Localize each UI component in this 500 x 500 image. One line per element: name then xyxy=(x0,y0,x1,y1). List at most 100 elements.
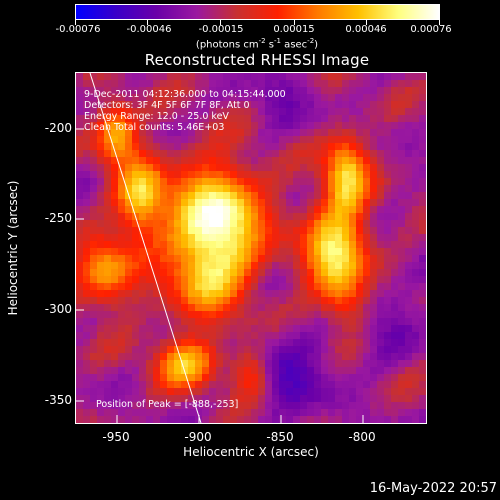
image-pixel xyxy=(300,332,307,339)
image-pixel xyxy=(307,199,314,206)
image-pixel xyxy=(132,255,139,262)
image-pixel xyxy=(356,262,363,269)
image-pixel xyxy=(167,150,174,157)
image-pixel xyxy=(167,360,174,367)
image-pixel xyxy=(384,164,391,171)
image-pixel xyxy=(398,283,405,290)
image-pixel xyxy=(272,262,279,269)
image-pixel xyxy=(363,164,370,171)
image-pixel xyxy=(370,353,377,360)
image-pixel xyxy=(265,94,272,101)
image-pixel xyxy=(405,388,412,395)
image-pixel xyxy=(76,227,83,234)
image-pixel xyxy=(244,381,251,388)
image-pixel xyxy=(419,416,426,423)
image-pixel xyxy=(314,213,321,220)
image-pixel xyxy=(377,192,384,199)
image-pixel xyxy=(104,353,111,360)
image-pixel xyxy=(230,367,237,374)
image-pixel xyxy=(328,255,335,262)
image-pixel xyxy=(300,409,307,416)
image-pixel xyxy=(237,269,244,276)
image-pixel xyxy=(405,101,412,108)
image-pixel xyxy=(377,332,384,339)
image-pixel xyxy=(307,262,314,269)
image-pixel xyxy=(125,262,132,269)
image-pixel xyxy=(118,318,125,325)
image-pixel xyxy=(342,311,349,318)
image-pixel xyxy=(279,108,286,115)
image-pixel xyxy=(181,220,188,227)
image-pixel xyxy=(272,101,279,108)
image-pixel xyxy=(111,143,118,150)
image-pixel xyxy=(342,192,349,199)
image-pixel xyxy=(391,94,398,101)
image-pixel xyxy=(251,276,258,283)
image-pixel xyxy=(237,108,244,115)
image-pixel xyxy=(202,339,209,346)
image-pixel xyxy=(76,171,83,178)
image-pixel xyxy=(223,213,230,220)
image-pixel xyxy=(216,409,223,416)
image-pixel xyxy=(286,353,293,360)
image-pixel xyxy=(230,318,237,325)
image-pixel xyxy=(335,269,342,276)
image-pixel xyxy=(335,157,342,164)
image-pixel xyxy=(377,164,384,171)
image-pixel xyxy=(132,269,139,276)
image-pixel xyxy=(342,346,349,353)
image-pixel xyxy=(167,374,174,381)
image-pixel xyxy=(153,297,160,304)
image-pixel xyxy=(230,255,237,262)
image-pixel xyxy=(83,143,90,150)
image-pixel xyxy=(272,122,279,129)
image-pixel xyxy=(265,248,272,255)
image-pixel xyxy=(258,325,265,332)
image-pixel xyxy=(321,395,328,402)
image-pixel xyxy=(356,206,363,213)
image-pixel xyxy=(237,73,244,80)
image-pixel xyxy=(363,395,370,402)
image-pixel xyxy=(419,206,426,213)
image-pixel xyxy=(321,374,328,381)
image-pixel xyxy=(111,262,118,269)
image-pixel xyxy=(83,164,90,171)
image-pixel xyxy=(258,192,265,199)
image-pixel xyxy=(307,290,314,297)
image-pixel xyxy=(300,402,307,409)
image-pixel xyxy=(230,234,237,241)
image-pixel xyxy=(195,402,202,409)
image-pixel xyxy=(153,115,160,122)
image-pixel xyxy=(174,101,181,108)
image-pixel xyxy=(216,80,223,87)
image-pixel xyxy=(321,136,328,143)
image-pixel xyxy=(195,332,202,339)
image-pixel xyxy=(202,164,209,171)
image-pixel xyxy=(195,395,202,402)
image-pixel xyxy=(272,276,279,283)
image-pixel xyxy=(398,388,405,395)
image-pixel xyxy=(349,255,356,262)
image-pixel xyxy=(104,101,111,108)
image-pixel xyxy=(349,241,356,248)
image-pixel xyxy=(153,367,160,374)
image-pixel xyxy=(160,129,167,136)
image-pixel xyxy=(342,122,349,129)
image-pixel xyxy=(265,381,272,388)
image-pixel xyxy=(104,325,111,332)
image-pixel xyxy=(342,332,349,339)
image-pixel xyxy=(202,318,209,325)
image-pixel xyxy=(223,311,230,318)
image-pixel xyxy=(76,206,83,213)
image-pixel xyxy=(195,374,202,381)
image-pixel xyxy=(230,122,237,129)
image-pixel xyxy=(181,227,188,234)
image-pixel xyxy=(335,283,342,290)
image-pixel xyxy=(307,80,314,87)
image-pixel xyxy=(174,157,181,164)
image-pixel xyxy=(412,325,419,332)
image-pixel xyxy=(202,367,209,374)
image-pixel xyxy=(412,304,419,311)
image-pixel xyxy=(153,241,160,248)
image-pixel xyxy=(195,409,202,416)
